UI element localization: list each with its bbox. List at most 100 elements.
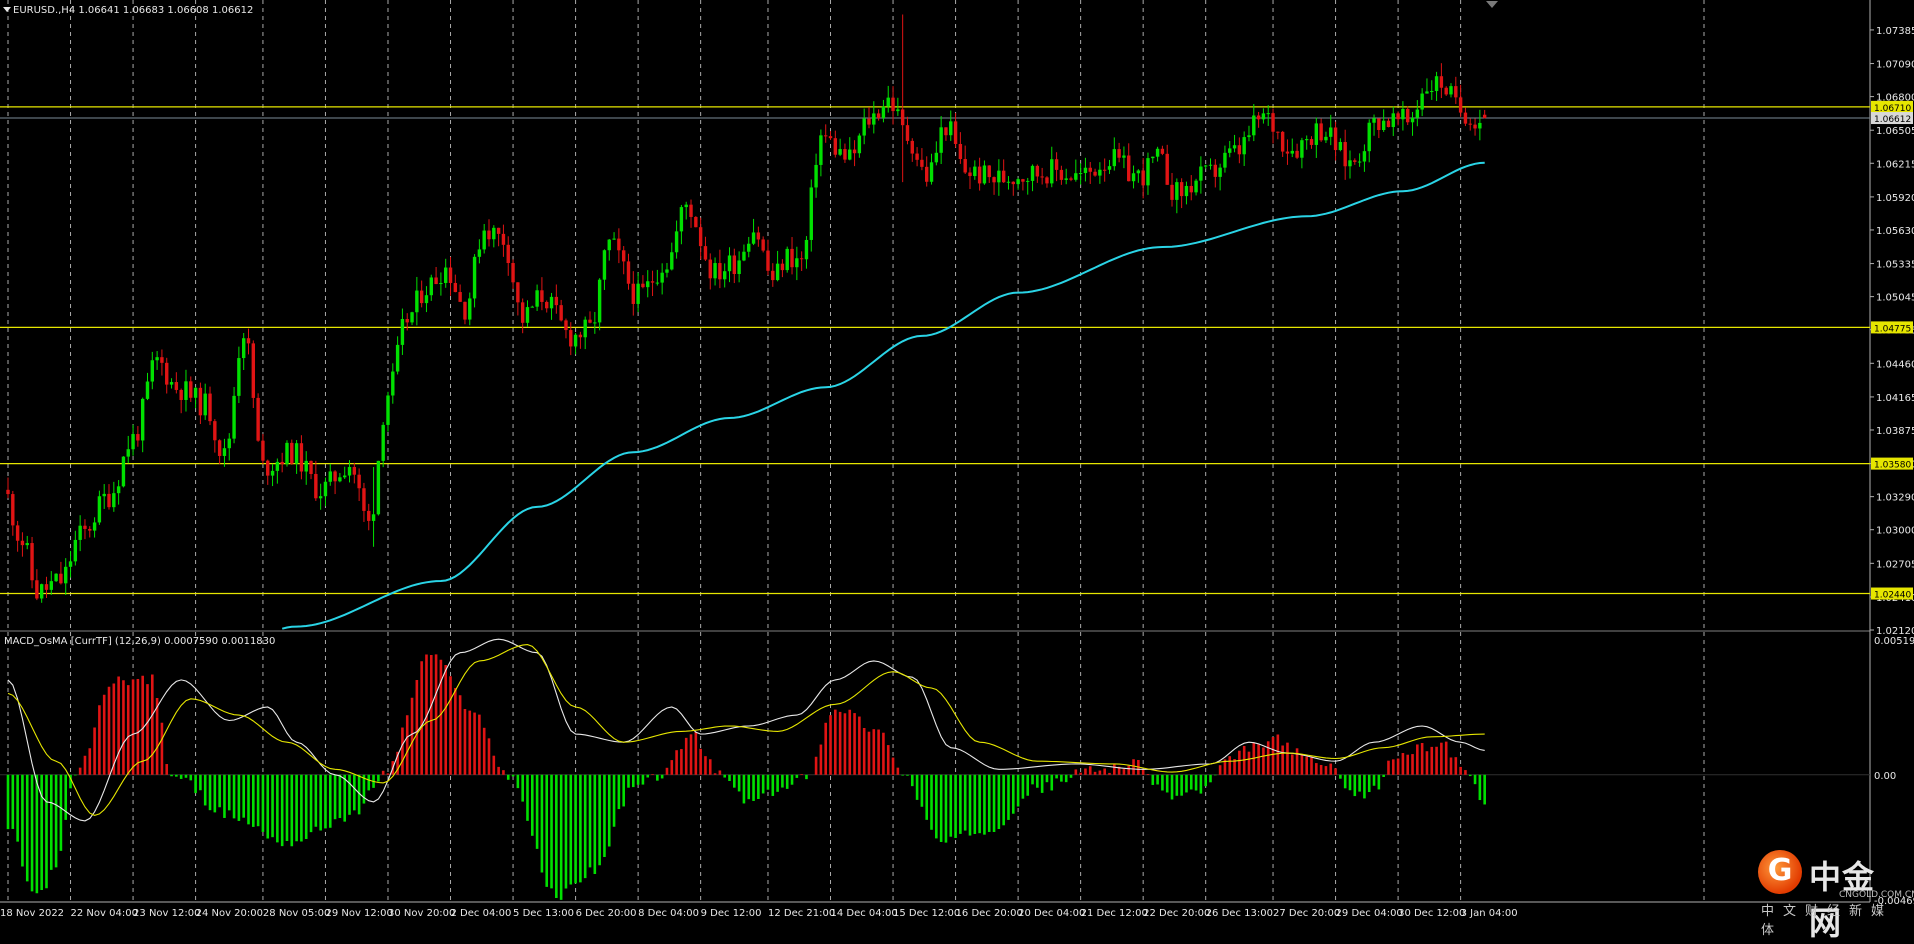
- chart-shift-marker-icon[interactable]: [1486, 1, 1498, 8]
- candle-body[interactable]: [35, 580, 39, 599]
- candle-body[interactable]: [905, 125, 910, 141]
- candle-body[interactable]: [1482, 114, 1487, 119]
- candle-body[interactable]: [814, 164, 818, 188]
- candle-body[interactable]: [1122, 155, 1126, 158]
- candle-body[interactable]: [1324, 136, 1328, 141]
- candle-body[interactable]: [525, 307, 530, 323]
- candle-body[interactable]: [1434, 76, 1439, 92]
- candle-body[interactable]: [910, 140, 914, 154]
- candle-body[interactable]: [1136, 170, 1141, 174]
- candle-body[interactable]: [439, 282, 443, 285]
- candle-body[interactable]: [607, 239, 611, 251]
- candle-body[interactable]: [1319, 123, 1323, 141]
- candle-body[interactable]: [1401, 109, 1405, 120]
- candle-body[interactable]: [1381, 120, 1386, 130]
- candle-body[interactable]: [429, 277, 433, 296]
- candle-body[interactable]: [410, 312, 414, 323]
- candle-body[interactable]: [559, 305, 563, 321]
- candle-body[interactable]: [968, 172, 972, 177]
- candle-body[interactable]: [554, 296, 559, 306]
- candle-body[interactable]: [362, 488, 366, 511]
- candle-body[interactable]: [15, 525, 20, 541]
- candle-body[interactable]: [1420, 93, 1424, 110]
- candle-body[interactable]: [1179, 182, 1184, 197]
- candle-body[interactable]: [987, 165, 991, 178]
- candle-body[interactable]: [64, 566, 68, 584]
- candle-body[interactable]: [1247, 135, 1251, 138]
- candle-body[interactable]: [198, 387, 203, 416]
- candle-body[interactable]: [1078, 173, 1083, 175]
- candle-body[interactable]: [761, 239, 765, 251]
- candle-body[interactable]: [602, 250, 607, 280]
- candle-body[interactable]: [511, 263, 515, 283]
- candle-body[interactable]: [11, 494, 15, 526]
- candle-body[interactable]: [68, 561, 73, 567]
- candle-body[interactable]: [126, 449, 130, 457]
- candle-body[interactable]: [665, 269, 669, 273]
- candle-body[interactable]: [1468, 123, 1472, 125]
- candle-body[interactable]: [318, 496, 323, 499]
- candle-body[interactable]: [285, 442, 289, 465]
- candle-body[interactable]: [819, 135, 823, 165]
- candle-body[interactable]: [1295, 150, 1299, 158]
- candle-body[interactable]: [1155, 148, 1160, 157]
- candle-body[interactable]: [222, 448, 227, 456]
- candle-body[interactable]: [1271, 113, 1275, 132]
- candle-body[interactable]: [660, 272, 664, 283]
- candle-body[interactable]: [545, 301, 549, 309]
- candle-body[interactable]: [718, 263, 722, 280]
- candle-body[interactable]: [395, 344, 400, 372]
- candle-body[interactable]: [256, 397, 260, 441]
- candle-body[interactable]: [1252, 115, 1256, 136]
- candle-body[interactable]: [241, 338, 246, 359]
- candle-body[interactable]: [424, 295, 429, 304]
- candle-body[interactable]: [1083, 167, 1088, 174]
- candle-body[interactable]: [1362, 151, 1367, 162]
- candle-body[interactable]: [83, 525, 87, 529]
- candle-body[interactable]: [1141, 170, 1145, 186]
- candle-body[interactable]: [867, 118, 871, 125]
- candle-body[interactable]: [732, 255, 737, 275]
- candle-body[interactable]: [1035, 165, 1040, 177]
- candle-body[interactable]: [1006, 181, 1011, 183]
- candle-body[interactable]: [1054, 159, 1059, 170]
- candle-body[interactable]: [684, 204, 688, 208]
- candle-body[interactable]: [1232, 145, 1237, 149]
- candle-body[interactable]: [304, 460, 308, 472]
- candle-body[interactable]: [1098, 169, 1102, 176]
- candle-body[interactable]: [838, 149, 842, 155]
- candle-body[interactable]: [795, 258, 799, 268]
- candle-body[interactable]: [670, 252, 674, 270]
- candle-body[interactable]: [20, 540, 25, 546]
- candle-body[interactable]: [626, 261, 631, 284]
- candle-body[interactable]: [934, 152, 939, 163]
- candle-body[interactable]: [982, 165, 987, 184]
- candle-body[interactable]: [184, 381, 188, 400]
- candle-body[interactable]: [1430, 91, 1434, 93]
- candle-body[interactable]: [1396, 113, 1400, 120]
- candle-body[interactable]: [876, 113, 881, 118]
- candle-body[interactable]: [1261, 113, 1266, 120]
- candle-body[interactable]: [444, 267, 448, 283]
- candle-body[interactable]: [1045, 177, 1049, 184]
- candle-body[interactable]: [97, 496, 102, 523]
- candle-body[interactable]: [1463, 112, 1468, 124]
- candle-body[interactable]: [617, 238, 621, 251]
- candle-body[interactable]: [415, 290, 419, 313]
- candle-body[interactable]: [492, 227, 496, 240]
- candle-body[interactable]: [997, 170, 1001, 183]
- candle-body[interactable]: [722, 271, 727, 280]
- candle-body[interactable]: [1151, 156, 1155, 159]
- candle-body[interactable]: [472, 256, 477, 299]
- candle-body[interactable]: [482, 230, 486, 250]
- candle-body[interactable]: [121, 456, 126, 487]
- candle-body[interactable]: [780, 263, 785, 271]
- candle-body[interactable]: [679, 207, 684, 232]
- candle-body[interactable]: [1228, 148, 1232, 153]
- candle-body[interactable]: [621, 250, 626, 262]
- candle-body[interactable]: [405, 319, 409, 323]
- candle-body[interactable]: [857, 135, 862, 154]
- candle-body[interactable]: [1001, 170, 1006, 183]
- candle-body[interactable]: [703, 246, 708, 260]
